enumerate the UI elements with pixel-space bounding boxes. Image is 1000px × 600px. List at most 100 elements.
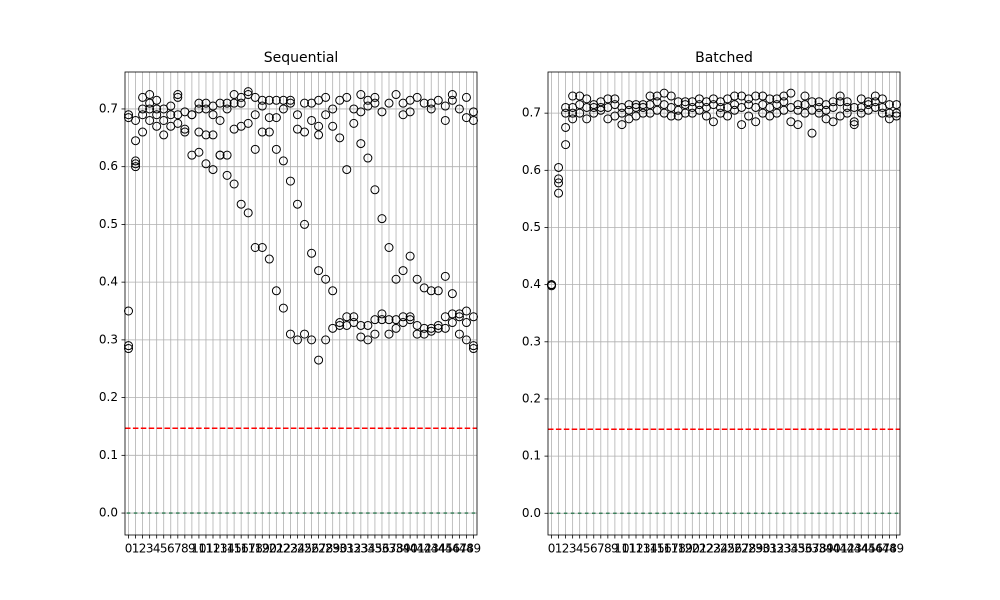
x-tick-label: 10 xyxy=(614,542,629,556)
flier xyxy=(278,104,288,114)
flier xyxy=(617,120,627,130)
flier xyxy=(554,178,564,188)
flier xyxy=(285,329,295,339)
x-tick-label: 0 xyxy=(125,542,133,556)
x-tick-label: 24 xyxy=(713,542,728,556)
flier xyxy=(208,110,218,120)
flier xyxy=(701,111,711,121)
flier xyxy=(131,159,141,169)
flier xyxy=(349,118,359,128)
flier xyxy=(447,90,457,100)
flier xyxy=(138,104,148,114)
flier xyxy=(124,341,134,351)
flier xyxy=(229,98,239,108)
flier xyxy=(145,90,155,100)
x-tick-label: 27 xyxy=(734,542,749,556)
x-tick-label: 14 xyxy=(219,542,234,556)
flier xyxy=(461,318,471,328)
flier xyxy=(292,110,302,120)
y-tick-label: 0.1 xyxy=(522,449,541,463)
flier xyxy=(461,335,471,345)
x-tick-label: 16 xyxy=(657,542,672,556)
flier xyxy=(243,87,253,97)
x-tick-label: 37 xyxy=(804,542,819,556)
flier xyxy=(292,335,302,345)
flier xyxy=(405,251,415,261)
flier xyxy=(194,98,204,108)
flier xyxy=(152,104,162,114)
flier xyxy=(680,108,690,118)
y-tick-label: 0.0 xyxy=(99,506,118,520)
x-tick-label: 7 xyxy=(597,542,605,556)
flier xyxy=(793,100,803,110)
flier xyxy=(891,108,901,118)
subplot: 0.00.10.20.30.40.50.60.70 1 2 3 4 5 6 7 8 9101112… xyxy=(522,50,904,556)
flier xyxy=(561,140,571,150)
flier xyxy=(596,102,606,112)
y-tick-label: 0.5 xyxy=(99,217,118,231)
flier xyxy=(250,243,260,253)
flier xyxy=(201,130,211,140)
flier xyxy=(166,101,176,111)
x-tick-label: 43 xyxy=(424,542,439,556)
flier xyxy=(800,91,810,101)
flier xyxy=(730,91,740,101)
flier xyxy=(363,335,373,345)
flier xyxy=(454,104,464,114)
x-tick-label: 13 xyxy=(635,542,650,556)
flier xyxy=(236,199,246,209)
flier xyxy=(645,91,655,101)
x-tick-label: 14 xyxy=(642,542,657,556)
flier xyxy=(124,110,134,120)
x-tick-label: 27 xyxy=(311,542,326,556)
flier xyxy=(222,98,232,108)
flier xyxy=(454,312,464,322)
flier xyxy=(321,110,331,120)
x-tick-label: 46 xyxy=(445,542,460,556)
x-tick-label: 49 xyxy=(889,542,904,556)
flier xyxy=(335,320,345,330)
flier xyxy=(271,286,281,296)
flier xyxy=(180,124,190,134)
flier xyxy=(765,94,775,104)
x-tick-label: 5 xyxy=(160,542,168,556)
flier xyxy=(426,286,436,296)
flier xyxy=(356,320,366,330)
flier xyxy=(370,98,380,108)
x-tick-label: 15 xyxy=(226,542,241,556)
x-tick-label: 41 xyxy=(410,542,425,556)
y-tick-label: 0.6 xyxy=(522,163,541,177)
flier xyxy=(300,329,310,339)
flier xyxy=(468,341,478,351)
x-tick-label: 37 xyxy=(381,542,396,556)
flier xyxy=(131,115,141,125)
x-tick-label: 48 xyxy=(459,542,474,556)
flier xyxy=(124,344,134,354)
flier xyxy=(173,92,183,102)
flier xyxy=(356,107,366,117)
x-tick-label: 3 xyxy=(146,542,154,556)
flier xyxy=(744,111,754,121)
flier xyxy=(180,127,190,137)
x-tick-label: 45 xyxy=(438,542,453,556)
x-tick-label: 42 xyxy=(840,542,855,556)
flier xyxy=(215,150,225,160)
x-tick-label: 43 xyxy=(847,542,862,556)
x-tick-label: 36 xyxy=(797,542,812,556)
flier xyxy=(884,100,894,110)
flier xyxy=(461,306,471,316)
flier xyxy=(138,127,148,137)
flier xyxy=(568,114,578,124)
flier xyxy=(828,117,838,127)
flier xyxy=(138,110,148,120)
flier xyxy=(666,91,676,101)
x-tick-label: 11 xyxy=(198,542,213,556)
y-tick-label: 0.3 xyxy=(99,332,118,346)
flier xyxy=(194,147,204,157)
flier xyxy=(440,323,450,333)
flier xyxy=(278,156,288,166)
flier xyxy=(447,95,457,105)
x-tick-label: 23 xyxy=(283,542,298,556)
